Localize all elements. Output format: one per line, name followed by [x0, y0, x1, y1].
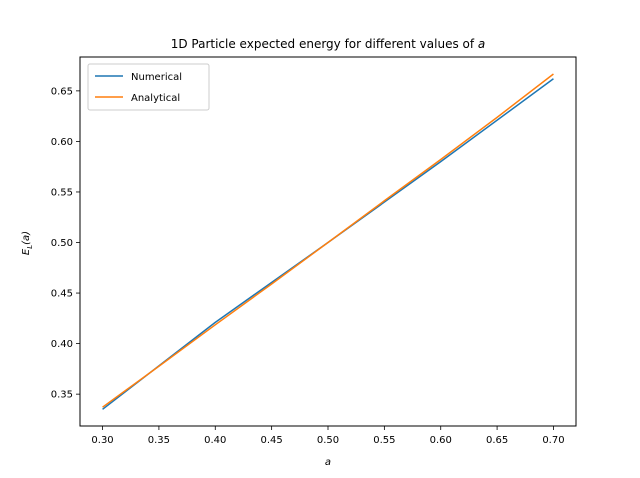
x-tick-label: 0.30	[91, 435, 113, 446]
x-tick-label: 0.45	[261, 435, 283, 446]
y-tick-label: 0.40	[51, 339, 73, 350]
y-tick-label: 0.60	[51, 137, 73, 148]
legend-label-numerical: Numerical	[131, 72, 182, 83]
plot-frame	[79, 56, 577, 427]
series-line-analytical	[102, 73, 554, 408]
y-tick-label: 0.65	[51, 86, 73, 97]
series-line-numerical	[102, 78, 554, 410]
legend: Numerical Analytical	[87, 63, 210, 111]
x-axis-ticks: 0.30 0.35 0.40 0.45 0.50 0.55 0.60 0.65 0.70	[91, 426, 565, 446]
x-tick-label: 0.60	[430, 435, 452, 446]
x-tick-label: 0.35	[148, 435, 170, 446]
y-tick-label: 0.50	[51, 238, 73, 249]
chart-title: 1D Particle expected energy for differen…	[171, 37, 486, 51]
x-tick-label: 0.65	[486, 435, 508, 446]
y-tick-label: 0.35	[51, 390, 73, 401]
y-axis-ticks: 0.35 0.40 0.45 0.50 0.55 0.60 0.65	[51, 86, 80, 401]
x-tick-label: 0.40	[204, 435, 226, 446]
legend-label-analytical: Analytical	[131, 93, 180, 104]
y-tick-label: 0.55	[51, 187, 73, 198]
plot-series-group	[102, 73, 554, 410]
y-tick-label: 0.45	[51, 289, 73, 300]
x-tick-label: 0.70	[542, 435, 564, 446]
x-axis-label: a	[325, 457, 331, 468]
x-tick-label: 0.50	[317, 435, 339, 446]
x-tick-label: 0.55	[373, 435, 395, 446]
y-axis-label: EL(a)	[21, 231, 34, 255]
